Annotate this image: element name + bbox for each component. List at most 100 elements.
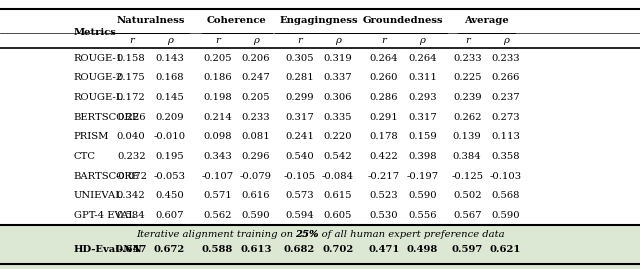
Text: 0.422: 0.422 bbox=[370, 152, 398, 161]
Text: Iterative alignment training on 25% of all human expert preference data: Iterative alignment training on 25% of a… bbox=[136, 231, 504, 239]
Text: 0.145: 0.145 bbox=[155, 93, 184, 102]
Text: HD-Eval-NN: HD-Eval-NN bbox=[74, 245, 142, 254]
Text: 0.647: 0.647 bbox=[115, 245, 147, 254]
Text: 0.568: 0.568 bbox=[492, 191, 520, 200]
Text: 0.384: 0.384 bbox=[453, 152, 481, 161]
Text: 0.605: 0.605 bbox=[324, 211, 352, 220]
Text: ROUGE-2: ROUGE-2 bbox=[74, 73, 123, 82]
Text: PRISM: PRISM bbox=[74, 132, 109, 141]
Text: 0.172: 0.172 bbox=[117, 93, 145, 102]
Text: 0.590: 0.590 bbox=[242, 211, 270, 220]
Text: 0.113: 0.113 bbox=[491, 132, 520, 141]
Text: 0.542: 0.542 bbox=[324, 152, 352, 161]
Text: 0.233: 0.233 bbox=[453, 54, 481, 63]
Bar bbox=[0, 264, 640, 269]
Text: 0.523: 0.523 bbox=[370, 191, 398, 200]
Text: 0.584: 0.584 bbox=[117, 211, 145, 220]
Text: 0.220: 0.220 bbox=[324, 132, 352, 141]
Text: 0.286: 0.286 bbox=[370, 93, 398, 102]
Text: 0.143: 0.143 bbox=[155, 54, 184, 63]
Text: 0.296: 0.296 bbox=[242, 152, 270, 161]
Text: ROUGE-1: ROUGE-1 bbox=[74, 54, 123, 63]
Text: Naturalness: Naturalness bbox=[116, 16, 185, 24]
Text: 0.098: 0.098 bbox=[204, 132, 232, 141]
Text: 0.571: 0.571 bbox=[204, 191, 232, 200]
Text: 0.335: 0.335 bbox=[324, 113, 352, 122]
Text: ρ: ρ bbox=[166, 36, 173, 45]
Text: Engagingness: Engagingness bbox=[280, 16, 358, 24]
Text: 0.672: 0.672 bbox=[154, 245, 185, 254]
Text: 0.621: 0.621 bbox=[490, 245, 522, 254]
Text: 0.168: 0.168 bbox=[156, 73, 184, 82]
Text: 0.081: 0.081 bbox=[242, 132, 270, 141]
Text: -0.105: -0.105 bbox=[284, 172, 316, 180]
Text: 0.317: 0.317 bbox=[285, 113, 314, 122]
Text: 0.317: 0.317 bbox=[408, 113, 436, 122]
Text: -0.125: -0.125 bbox=[451, 172, 483, 180]
Text: -0.084: -0.084 bbox=[322, 172, 354, 180]
Text: 0.159: 0.159 bbox=[408, 132, 436, 141]
Text: 0.343: 0.343 bbox=[204, 152, 232, 161]
Text: 0.613: 0.613 bbox=[240, 245, 272, 254]
Text: -0.079: -0.079 bbox=[240, 172, 272, 180]
Text: 0.226: 0.226 bbox=[117, 113, 145, 122]
Text: 0.158: 0.158 bbox=[117, 54, 145, 63]
Text: ρ: ρ bbox=[419, 36, 426, 45]
Text: 0.262: 0.262 bbox=[453, 113, 481, 122]
Text: 0.198: 0.198 bbox=[204, 93, 232, 102]
Text: 0.311: 0.311 bbox=[408, 73, 437, 82]
Text: 0.205: 0.205 bbox=[204, 54, 232, 63]
Text: r: r bbox=[381, 36, 387, 45]
Text: -0.072: -0.072 bbox=[115, 172, 147, 180]
Text: -0.107: -0.107 bbox=[202, 172, 234, 180]
Text: 0.342: 0.342 bbox=[117, 191, 145, 200]
Text: 0.260: 0.260 bbox=[370, 73, 398, 82]
Text: 0.540: 0.540 bbox=[285, 152, 314, 161]
Text: 0.299: 0.299 bbox=[285, 93, 314, 102]
Text: 0.573: 0.573 bbox=[285, 191, 314, 200]
Text: 0.225: 0.225 bbox=[453, 73, 481, 82]
Text: r: r bbox=[129, 36, 134, 45]
Text: -0.197: -0.197 bbox=[406, 172, 438, 180]
Text: GPT-4 EVAL: GPT-4 EVAL bbox=[74, 211, 134, 220]
Text: ρ: ρ bbox=[253, 36, 259, 45]
Text: 0.607: 0.607 bbox=[156, 211, 184, 220]
Text: 0.616: 0.616 bbox=[242, 191, 270, 200]
Text: 0.530: 0.530 bbox=[370, 211, 398, 220]
Text: BARTSCORE: BARTSCORE bbox=[74, 172, 140, 180]
Text: 0.556: 0.556 bbox=[408, 211, 436, 220]
Text: 0.702: 0.702 bbox=[323, 245, 353, 254]
Text: 0.175: 0.175 bbox=[117, 73, 145, 82]
Text: 0.471: 0.471 bbox=[368, 245, 400, 254]
Text: 0.139: 0.139 bbox=[453, 132, 481, 141]
Text: UNIEVAL: UNIEVAL bbox=[74, 191, 122, 200]
Text: 0.498: 0.498 bbox=[407, 245, 438, 254]
Text: 0.205: 0.205 bbox=[242, 93, 270, 102]
Text: 0.594: 0.594 bbox=[285, 211, 314, 220]
Text: CTC: CTC bbox=[74, 152, 95, 161]
Text: 0.209: 0.209 bbox=[156, 113, 184, 122]
Text: 0.233: 0.233 bbox=[242, 113, 270, 122]
Text: 0.273: 0.273 bbox=[492, 113, 520, 122]
Text: 0.502: 0.502 bbox=[453, 191, 481, 200]
Text: 0.682: 0.682 bbox=[284, 245, 315, 254]
Text: 0.232: 0.232 bbox=[117, 152, 145, 161]
Text: ROUGE-L: ROUGE-L bbox=[74, 93, 123, 102]
Text: -0.053: -0.053 bbox=[154, 172, 186, 180]
Text: ρ: ρ bbox=[502, 36, 509, 45]
Text: 0.597: 0.597 bbox=[452, 245, 483, 254]
Text: 0.239: 0.239 bbox=[453, 93, 481, 102]
Text: 0.206: 0.206 bbox=[242, 54, 270, 63]
Text: 0.590: 0.590 bbox=[492, 211, 520, 220]
Text: 0.567: 0.567 bbox=[453, 211, 481, 220]
Text: -0.103: -0.103 bbox=[490, 172, 522, 180]
Text: r: r bbox=[465, 36, 470, 45]
Text: 0.233: 0.233 bbox=[492, 54, 520, 63]
Text: -0.010: -0.010 bbox=[154, 132, 186, 141]
Text: 0.306: 0.306 bbox=[324, 93, 352, 102]
Text: r: r bbox=[215, 36, 220, 45]
Text: 0.264: 0.264 bbox=[408, 54, 436, 63]
Text: 0.264: 0.264 bbox=[370, 54, 398, 63]
Bar bbox=[0, 225, 640, 264]
Text: 0.291: 0.291 bbox=[370, 113, 398, 122]
